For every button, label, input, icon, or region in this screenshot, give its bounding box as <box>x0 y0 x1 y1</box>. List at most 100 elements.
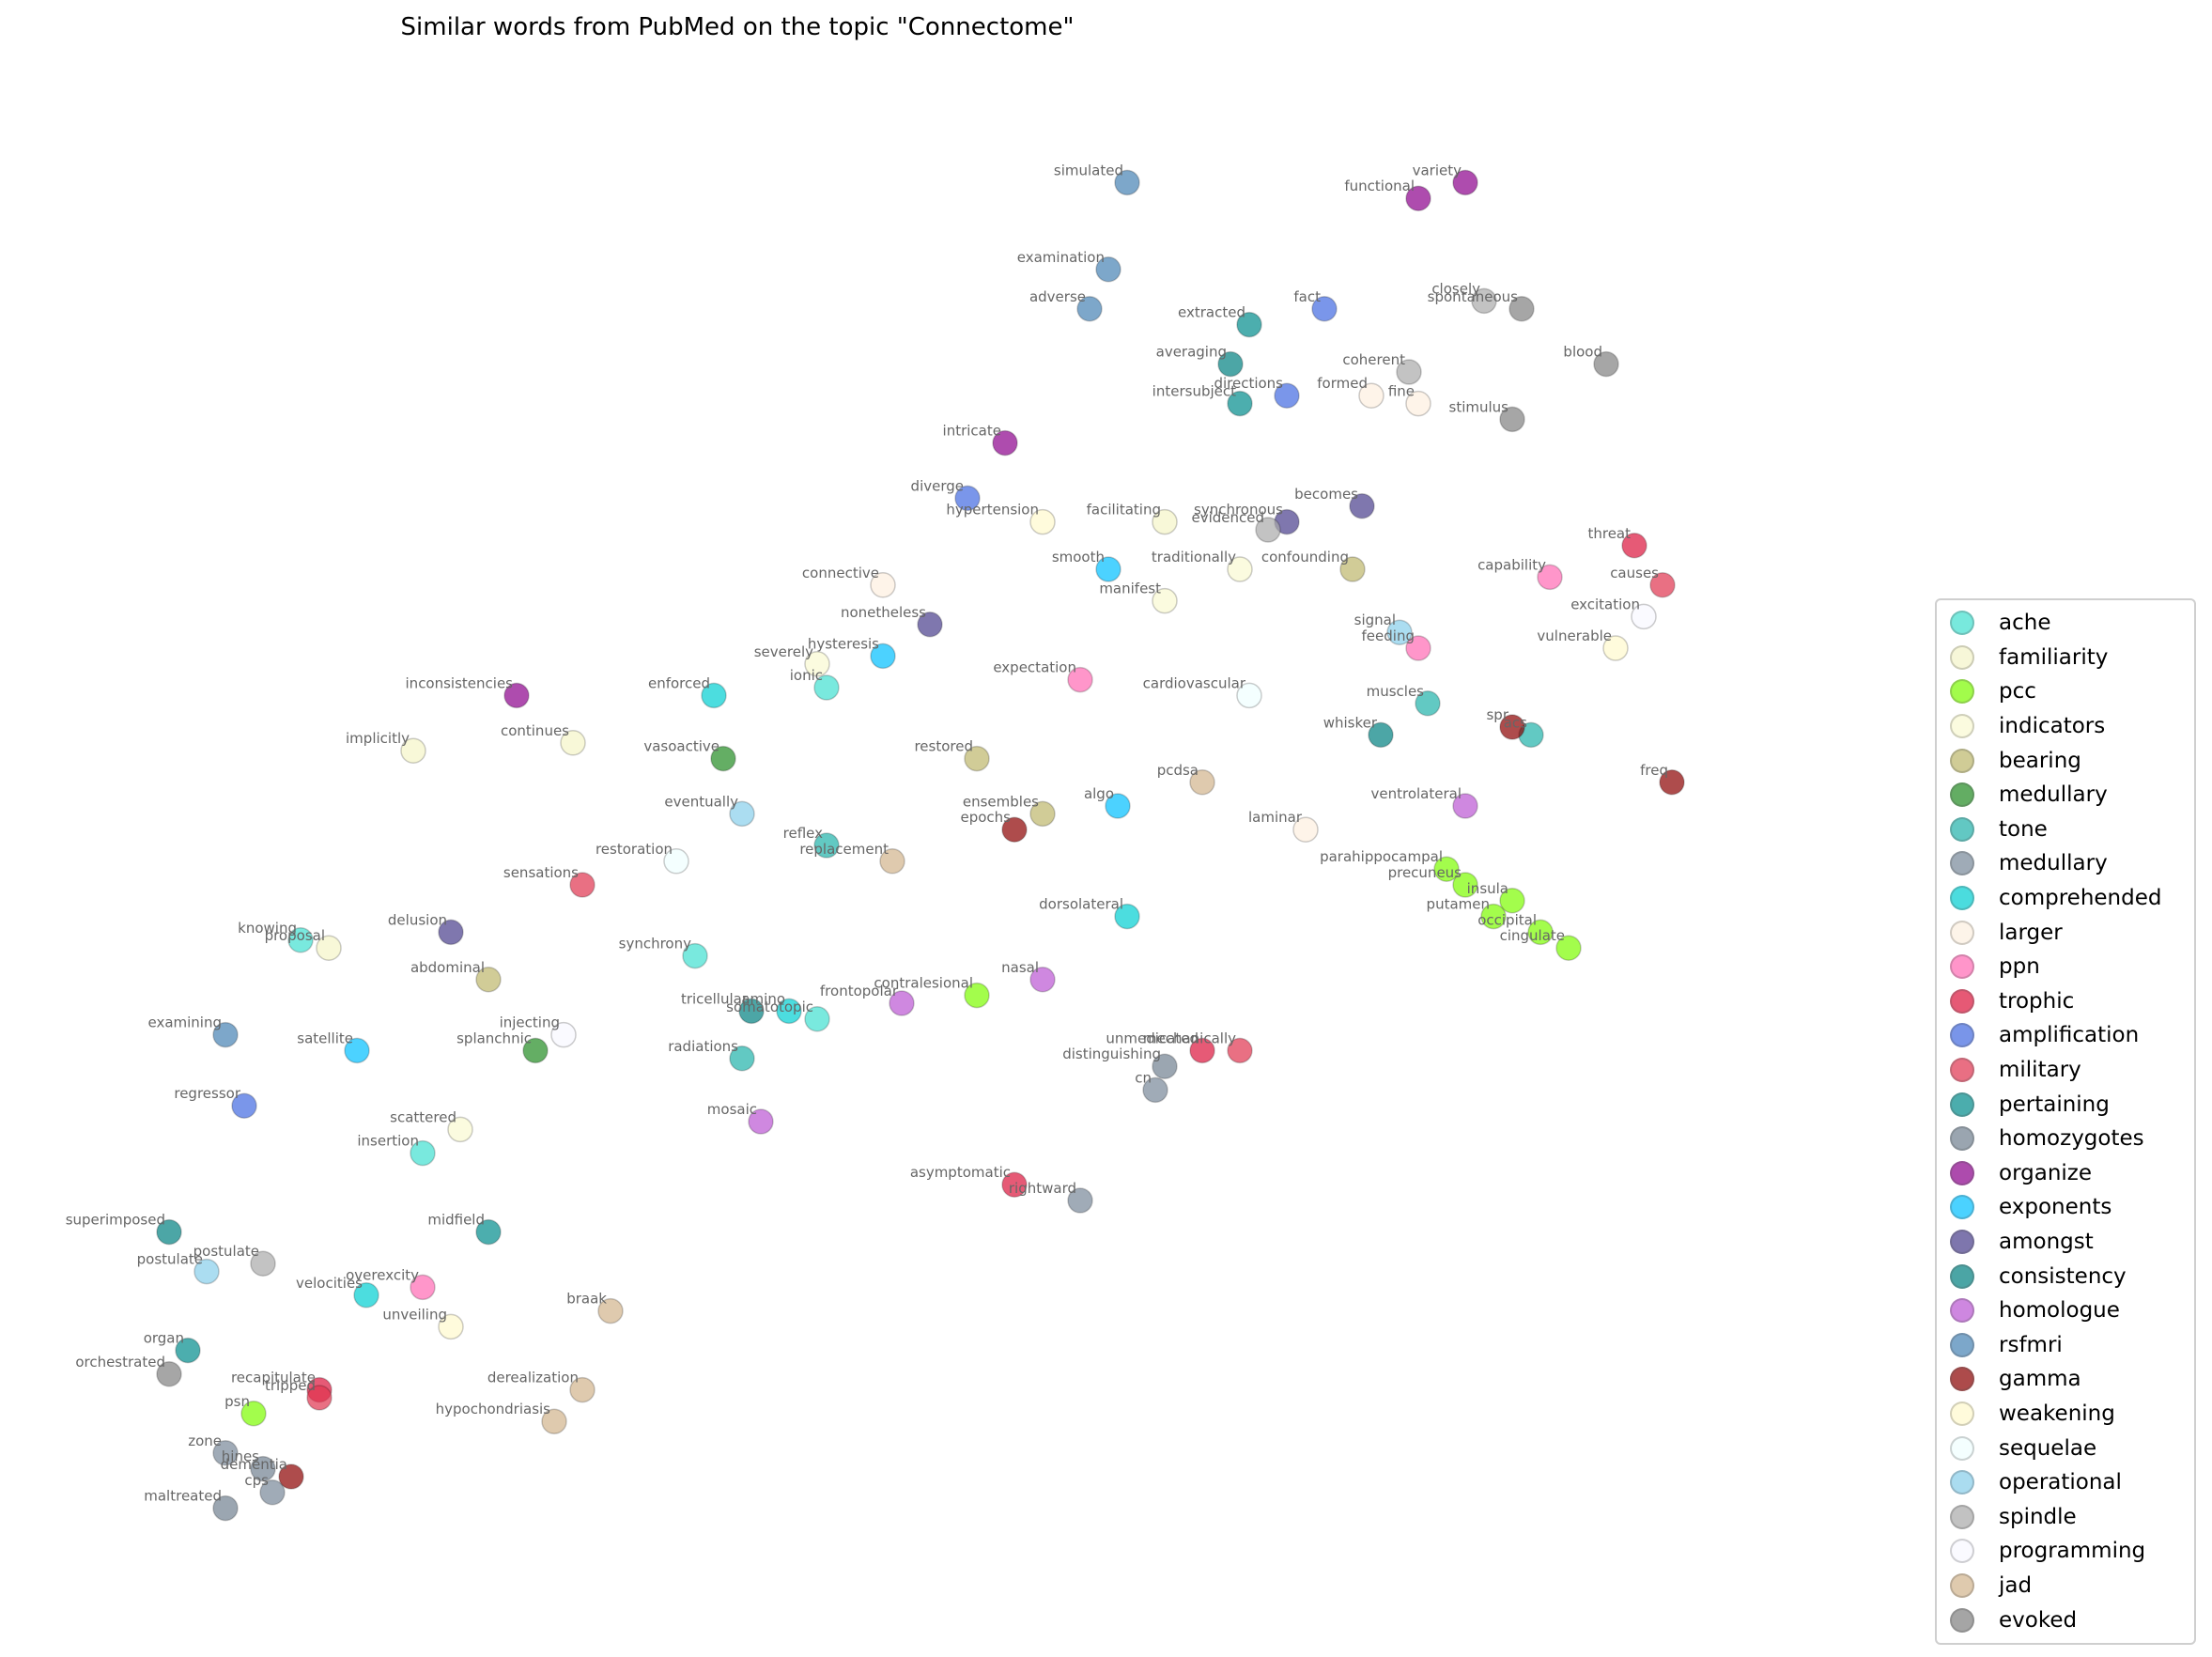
data-point <box>813 832 840 859</box>
point-label: becomes <box>1294 486 1358 503</box>
data-point <box>156 1361 182 1387</box>
data-point <box>1152 587 1178 614</box>
legend-entry: trophic <box>1937 984 2194 1019</box>
point-label: pcdsa <box>1157 762 1199 779</box>
point-label: mosaic <box>707 1101 757 1118</box>
data-point <box>1405 390 1431 417</box>
legend-label: pcc <box>1999 679 2036 705</box>
legend-entry: consistency <box>1937 1259 2194 1293</box>
legend-label: bearing <box>1999 748 2081 773</box>
point-label: spr <box>1486 706 1508 723</box>
data-point <box>879 848 905 875</box>
legend-entry: familiarity <box>1937 641 2194 675</box>
point-label: confounding <box>1261 549 1349 565</box>
legend-marker <box>1950 1539 1974 1564</box>
point-label: tricellular <box>681 990 749 1007</box>
data-point <box>410 1139 436 1167</box>
data-point <box>212 1440 239 1466</box>
legend-marker <box>1950 1023 1974 1048</box>
legend-marker <box>1950 886 1974 911</box>
data-point <box>1631 603 1657 630</box>
legend-entry: bearing <box>1937 743 2194 778</box>
legend-entry: medullary <box>1937 778 2194 813</box>
point-label: knowing <box>238 920 297 937</box>
data-point <box>1255 517 1281 543</box>
point-label: coherent <box>1342 351 1405 368</box>
legend-entry: exponents <box>1937 1190 2194 1225</box>
point-label: functional <box>1344 178 1415 194</box>
data-point <box>231 1092 257 1119</box>
point-label: acs <box>1504 714 1527 731</box>
point-label: connective <box>802 565 879 581</box>
point-label: dementia <box>221 1456 287 1473</box>
legend-label: medullary <box>1999 851 2108 876</box>
data-point <box>748 1108 774 1135</box>
legend-entry: tone <box>1937 813 2194 847</box>
point-label: mechanically <box>1143 1030 1236 1046</box>
data-point <box>1142 1076 1168 1104</box>
legend-label: weakening <box>1999 1401 2115 1426</box>
data-point <box>1227 1037 1253 1064</box>
data-point <box>1527 919 1554 946</box>
legend-marker <box>1950 644 1974 670</box>
point-label: ventrolateral <box>1370 785 1462 802</box>
legend-entry: ppn <box>1937 950 2194 984</box>
legend-marker <box>1950 988 1974 1014</box>
legend-marker <box>1950 1195 1974 1220</box>
legend-label: ache <box>1999 611 2051 636</box>
legend-entry: military <box>1937 1053 2194 1088</box>
legend-label: amongst <box>1999 1229 2094 1254</box>
point-label: radiations <box>668 1038 738 1055</box>
data-point <box>729 800 755 828</box>
legend-entry: spindle <box>1937 1499 2194 1534</box>
point-label: freq <box>1640 762 1668 779</box>
legend-marker <box>1950 1470 1974 1495</box>
point-label: formed <box>1317 375 1368 392</box>
legend-marker <box>1950 1160 1974 1185</box>
legend-marker <box>1950 714 1974 739</box>
point-label: implicitly <box>346 730 410 747</box>
data-point <box>475 967 502 993</box>
point-label: eventually <box>664 793 738 810</box>
point-label: hysteresis <box>808 635 879 652</box>
data-point <box>212 1021 239 1048</box>
data-point <box>870 572 896 598</box>
point-label: examination <box>1017 249 1105 266</box>
data-point <box>306 1385 333 1411</box>
data-point <box>1555 935 1582 961</box>
legend-entry: medullary <box>1937 846 2194 881</box>
data-point <box>1217 350 1244 378</box>
point-label: muscles <box>1367 683 1425 700</box>
point-label: unveiling <box>382 1306 447 1323</box>
data-point <box>278 1463 304 1490</box>
legend-entry: comprehended <box>1937 881 2194 916</box>
point-label: organ <box>144 1330 184 1347</box>
legend-label: amplification <box>1999 1023 2140 1048</box>
data-point <box>1227 556 1253 582</box>
point-label: proposal <box>265 927 325 944</box>
legend-label: tone <box>1999 816 2048 842</box>
point-label: expectation <box>993 659 1076 676</box>
data-point <box>1386 619 1413 645</box>
data-point <box>1067 666 1093 693</box>
point-label: midfield <box>427 1212 485 1229</box>
data-point <box>569 1376 596 1403</box>
points-layer <box>156 169 1685 1522</box>
point-label: superimposed <box>66 1212 165 1229</box>
point-label: hypertension <box>946 502 1039 519</box>
point-label: reflex <box>783 825 823 842</box>
legend-marker <box>1950 1367 1974 1392</box>
point-label: unmedicated <box>1106 1030 1199 1046</box>
legend-marker <box>1950 1332 1974 1357</box>
legend-entry: evoked <box>1937 1603 2194 1637</box>
data-point <box>1405 635 1431 661</box>
data-point <box>1095 556 1121 582</box>
point-label: vasoactive <box>643 738 719 755</box>
chart-title: Similar words from PubMed on the topic "… <box>400 13 1075 41</box>
data-point <box>992 429 1018 457</box>
legend-entry: indicators <box>1937 709 2194 744</box>
point-label: splanchnic <box>456 1030 532 1046</box>
point-label: synchrony <box>619 936 691 952</box>
data-point <box>917 612 943 638</box>
